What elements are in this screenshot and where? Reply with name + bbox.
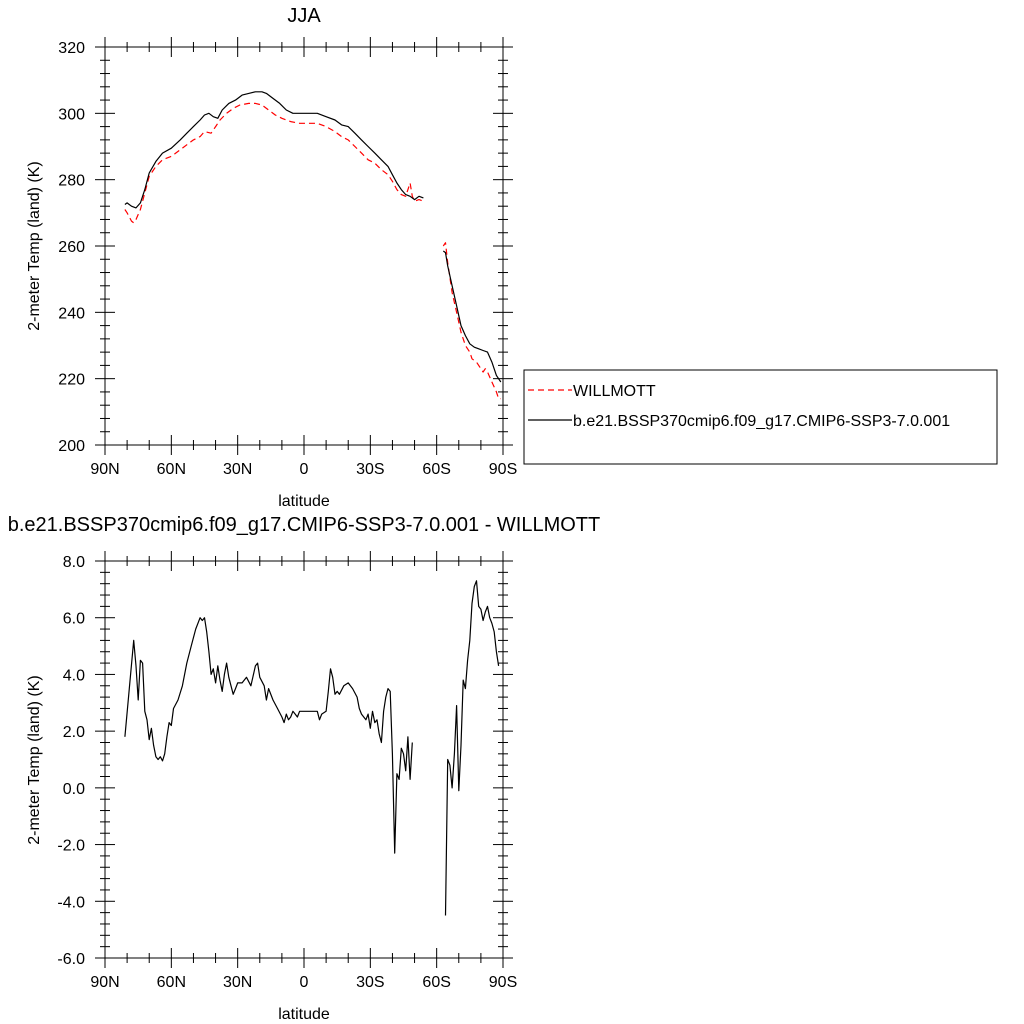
y-tick-label: 8.0 <box>63 554 85 571</box>
bottom-minor-tick-marks <box>100 556 508 963</box>
y-tick-label: 6.0 <box>63 611 85 628</box>
y-tick-label: 0.0 <box>63 781 85 798</box>
x-tick-label: 0 <box>300 974 309 991</box>
x-tick-label: 90S <box>489 974 517 991</box>
top-chart-title: JJA <box>287 5 321 27</box>
x-tick-label: 60N <box>157 974 186 991</box>
difference-series-line <box>444 580 500 916</box>
top-panel: JJA 90N 60N 30N 0 30S 60S 90S 200 220 240 260 280 3… <box>26 5 998 510</box>
top-x-axis-label: latitude <box>278 493 330 510</box>
x-tick-label: 90N <box>90 461 119 478</box>
model-series-line <box>442 250 502 383</box>
x-tick-label: 60N <box>157 461 186 478</box>
legend-label-willmott: WILLMOTT <box>573 383 656 400</box>
bottom-y-tick-labels: -6.0 -4.0 -2.0 0.0 2.0 4.0 6.0 8.0 <box>57 554 85 968</box>
y-tick-label: 280 <box>58 173 85 190</box>
y-tick-label: 300 <box>58 106 85 123</box>
x-tick-label: 90N <box>90 974 119 991</box>
x-tick-label: 30S <box>356 974 384 991</box>
y-tick-label: -6.0 <box>57 951 85 968</box>
y-tick-label: 320 <box>58 40 85 57</box>
bottom-chart-title: b.e21.BSSP370cmip6.f09_g17.CMIP6-SSP3-7.… <box>8 514 601 536</box>
top-series-lines <box>124 91 502 400</box>
top-x-tick-labels: 90N 60N 30N 0 30S 60S 90S <box>90 461 517 478</box>
bottom-series-lines <box>124 580 500 916</box>
bottom-y-axis-label: 2-meter Temp (land) (K) <box>26 675 43 845</box>
y-tick-label: 200 <box>58 438 85 455</box>
x-tick-label: 90S <box>489 461 517 478</box>
bottom-panel: b.e21.BSSP370cmip6.f09_g17.CMIP6-SSP3-7.… <box>8 514 601 1023</box>
top-y-tick-labels: 200 220 240 260 280 300 320 <box>58 40 85 455</box>
y-tick-label: 2.0 <box>63 724 85 741</box>
legend-label-model: b.e21.BSSP370cmip6.f09_g17.CMIP6-SSP3-7.… <box>573 413 950 430</box>
x-tick-label: 30S <box>356 461 384 478</box>
willmott-series-line <box>124 102 424 224</box>
bottom-plot-frame <box>104 560 504 959</box>
x-tick-label: 60S <box>422 461 450 478</box>
x-tick-label: 30N <box>223 461 252 478</box>
top-tick-marks <box>95 37 513 455</box>
y-tick-label: 240 <box>58 305 85 322</box>
x-tick-label: 30N <box>223 974 252 991</box>
y-tick-label: -2.0 <box>57 838 85 855</box>
y-tick-label: -4.0 <box>57 894 85 911</box>
x-tick-label: 60S <box>422 974 450 991</box>
y-tick-label: 260 <box>58 239 85 256</box>
bottom-x-tick-labels: 90N 60N 30N 0 30S 60S 90S <box>90 974 517 991</box>
top-y-axis-label: 2-meter Temp (land) (K) <box>26 161 43 331</box>
top-minor-tick-marks <box>100 42 508 450</box>
bottom-tick-marks <box>95 551 513 968</box>
difference-series-line <box>124 617 413 854</box>
model-series-line <box>124 91 424 209</box>
legend: WILLMOTT b.e21.BSSP370cmip6.f09_g17.CMIP… <box>523 369 998 465</box>
legend-box <box>523 369 998 465</box>
y-tick-label: 220 <box>58 372 85 389</box>
bottom-x-axis-label: latitude <box>278 1006 330 1023</box>
x-tick-label: 0 <box>300 461 309 478</box>
y-tick-label: 4.0 <box>63 667 85 684</box>
willmott-series-line <box>442 242 501 400</box>
